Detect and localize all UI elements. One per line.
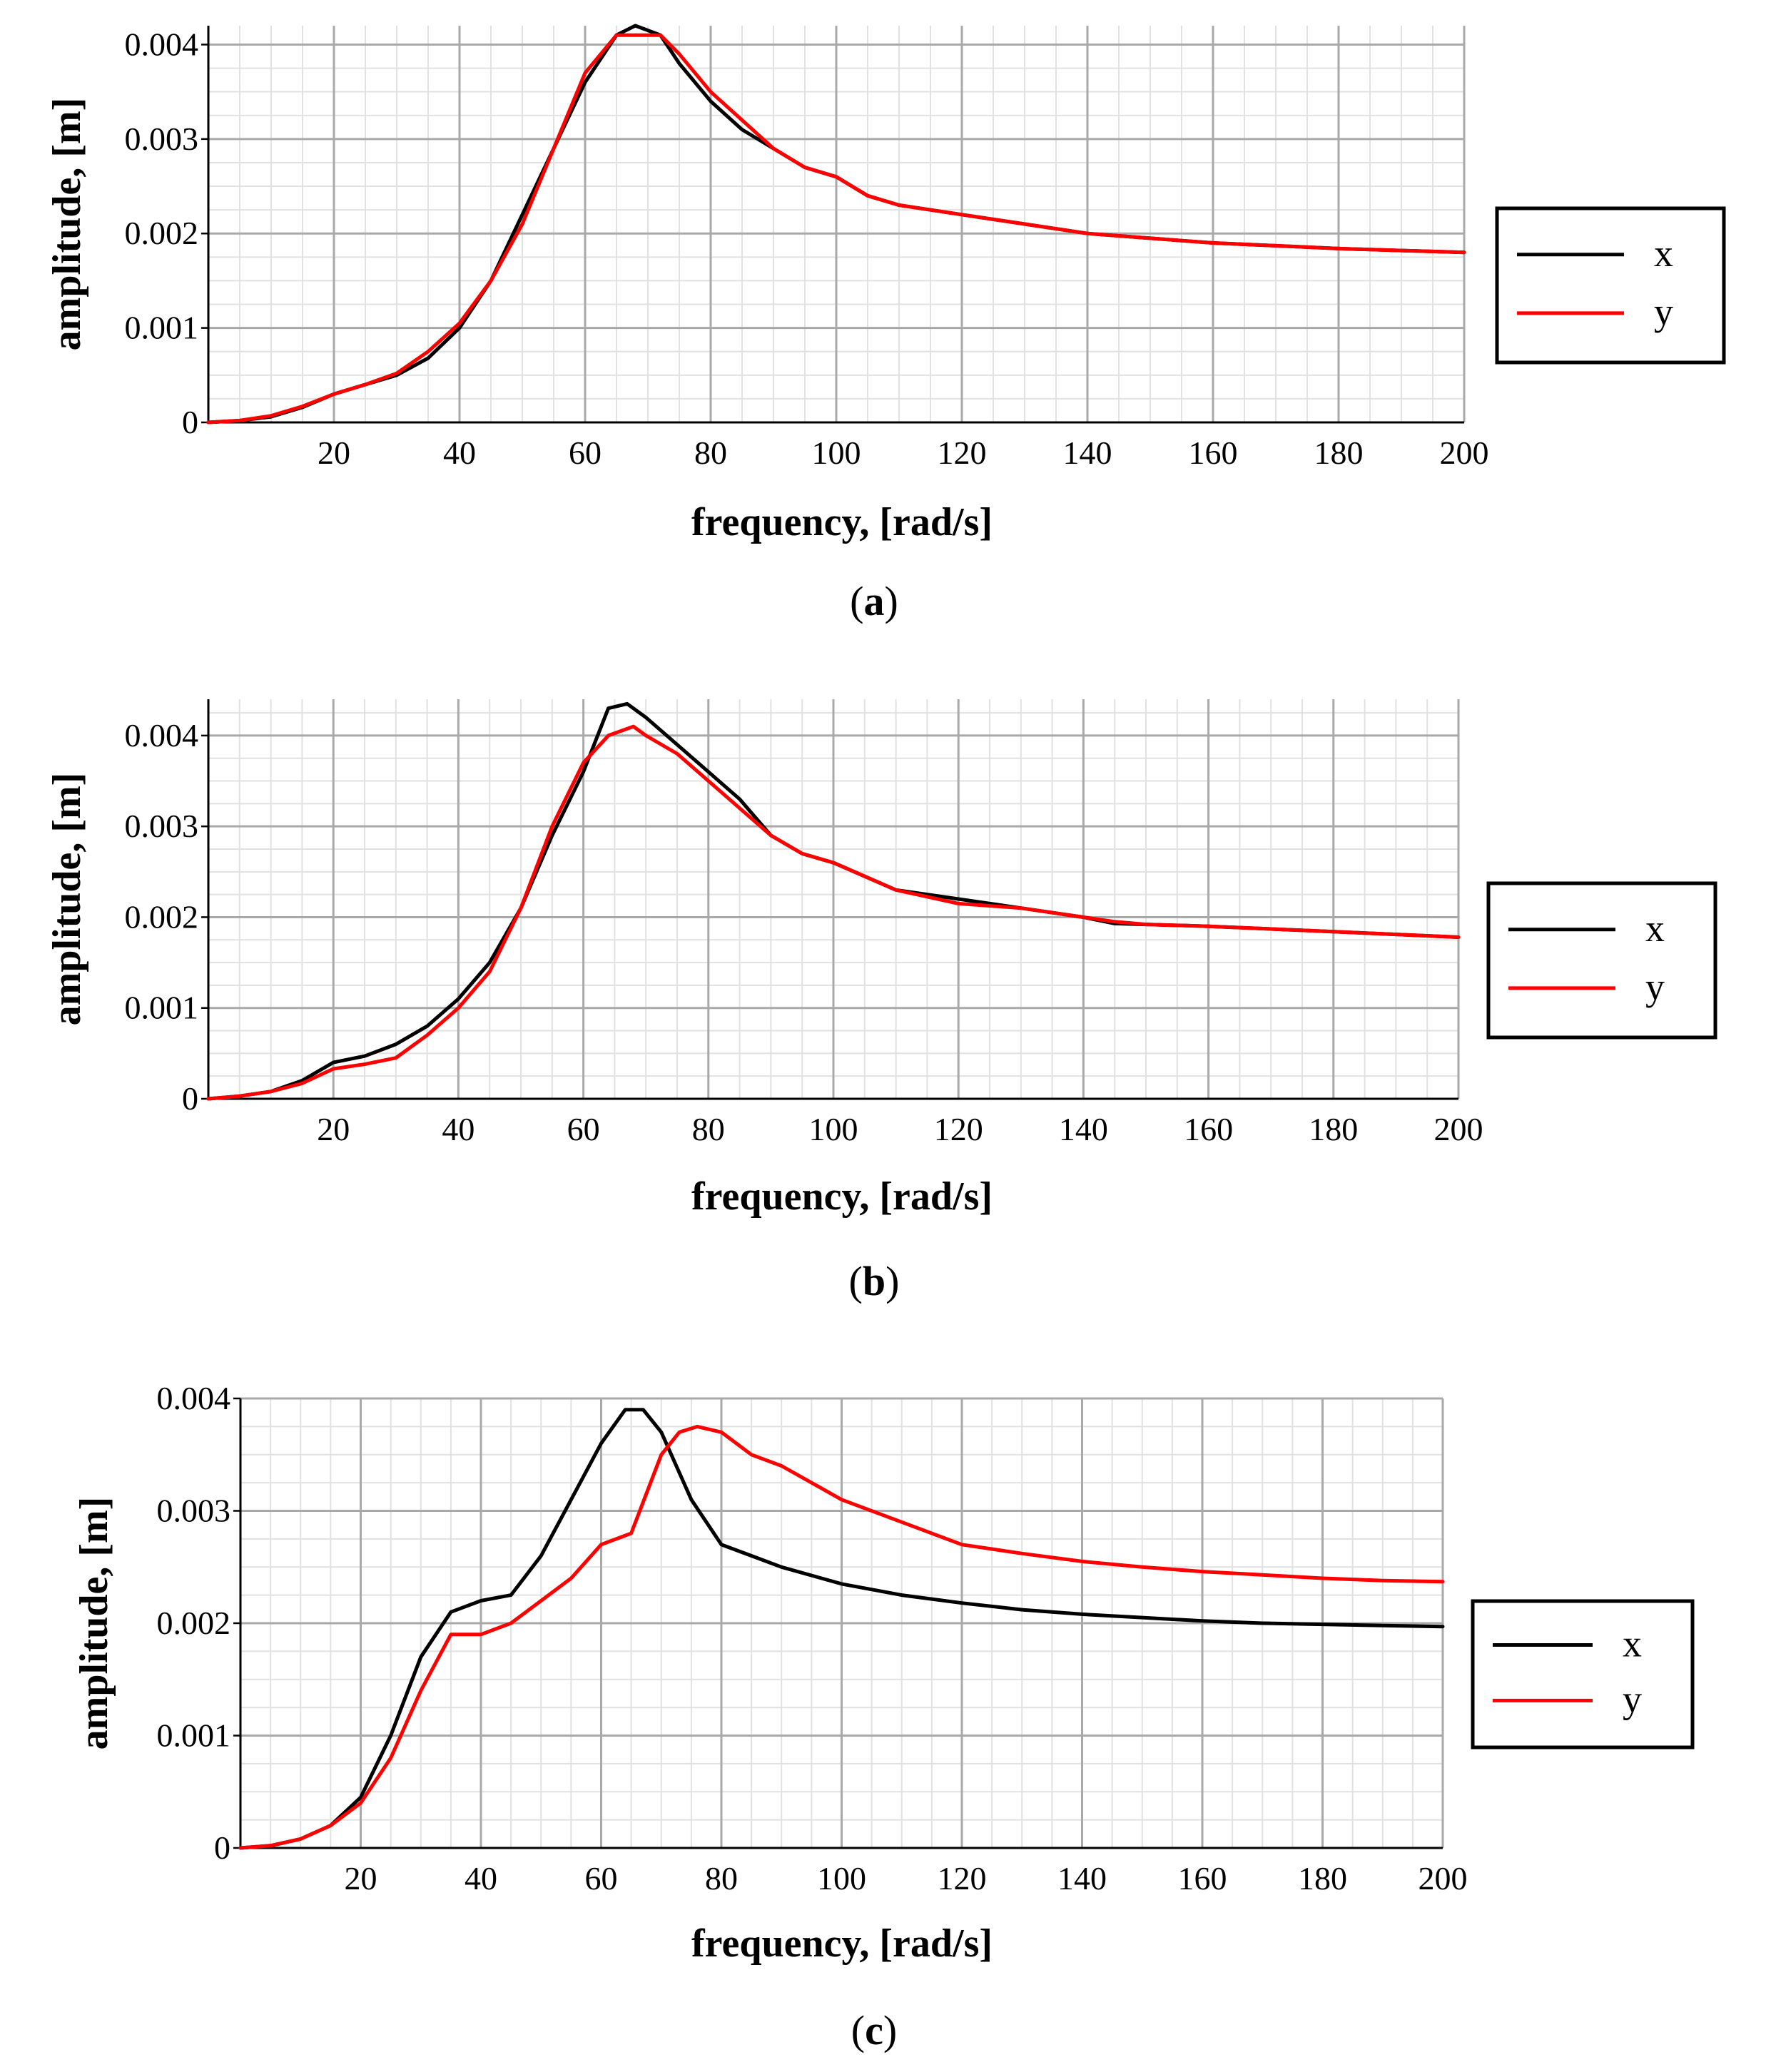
- chart-panel-b: 20 40 60 80 100 120 140 160 180 200 0 0.001 0.002 0.0…: [45, 699, 1717, 1304]
- y-tick-label-c: 0.003: [157, 1493, 231, 1529]
- x-tick-label-c: 80: [705, 1860, 738, 1896]
- legend-label-x-a: x: [1654, 232, 1673, 275]
- x-tick-label-c: 20: [345, 1860, 377, 1896]
- y-tick-label-c: 0: [214, 1829, 230, 1866]
- caption-letter-c: c: [865, 2007, 883, 2053]
- grid-b: [208, 699, 1460, 1099]
- y-tick-label-b: 0.003: [125, 808, 199, 844]
- legend-box-b: [1486, 881, 1717, 1040]
- tick-labels-a: 20 40 60 80 100 120 140 160 180 200 0 0.001 0.002 0.0…: [125, 26, 1489, 471]
- series-line-x-c: [238, 1408, 1445, 1850]
- y-tick-label-c: 0.001: [157, 1717, 231, 1754]
- x-tick-label-c: 100: [817, 1860, 866, 1896]
- y-tick-label-a: 0: [182, 404, 198, 440]
- x-tick-label-a: 160: [1189, 435, 1238, 471]
- x-tick-label-c: 160: [1178, 1860, 1227, 1896]
- y-axis-title-a: amplitude, [m]: [45, 98, 89, 351]
- y-tick-label-c: 0.004: [157, 1380, 231, 1416]
- caption-c: (c): [851, 2007, 897, 2053]
- legend-c: x y: [1471, 1599, 1695, 1749]
- series-lines-c: [238, 1408, 1445, 1850]
- chart-panel-c: 20 40 60 80 100 120 140 160 180 200 0 0.001 0.002 0.0…: [72, 1380, 1695, 2053]
- legend-label-y-a: y: [1654, 290, 1673, 333]
- x-tick-label-b: 180: [1309, 1111, 1358, 1147]
- y-axis-title-b: amplitude, [m]: [45, 773, 89, 1026]
- caption-letter-a: a: [864, 578, 885, 624]
- x-tick-label-a: 180: [1314, 435, 1364, 471]
- y-tick-label-b: 0.004: [125, 717, 199, 753]
- y-tick-label-a: 0.004: [125, 26, 199, 62]
- tick-labels-b: 20 40 60 80 100 120 140 160 180 200 0 0.001 0.002 0.0…: [125, 717, 1483, 1147]
- x-tick-label-b: 80: [692, 1111, 725, 1147]
- x-tick-label-b: 160: [1184, 1111, 1233, 1147]
- y-tick-label-c: 0.002: [157, 1605, 231, 1641]
- series-lines-b: [206, 701, 1461, 1101]
- y-tick-label-a: 0.003: [125, 121, 199, 157]
- x-tick-label-a: 80: [694, 435, 727, 471]
- legend-label-y-c: y: [1623, 1677, 1642, 1720]
- legend-a: x y: [1495, 206, 1726, 365]
- x-axis-title-b: frequency, [rad/s]: [691, 1174, 993, 1219]
- x-tick-label-c: 60: [585, 1860, 618, 1896]
- x-tick-label-b: 200: [1434, 1111, 1483, 1147]
- grid-a: [208, 26, 1466, 422]
- x-tick-label-b: 60: [567, 1111, 600, 1147]
- caption-b: (b): [849, 1258, 900, 1304]
- series-line-y-a: [206, 33, 1466, 425]
- y-tick-label-a: 0.002: [125, 215, 199, 251]
- y-axis-title-c: amplitude, [m]: [72, 1497, 116, 1750]
- x-tick-label-a: 100: [812, 435, 861, 471]
- x-tick-label-a: 120: [938, 435, 987, 471]
- x-tick-label-c: 40: [465, 1860, 497, 1896]
- axes-c: [233, 1397, 1443, 1849]
- tick-labels-c: 20 40 60 80 100 120 140 160 180 200 0 0.001 0.002 0.0…: [157, 1380, 1468, 1896]
- x-tick-label-c: 140: [1057, 1860, 1107, 1896]
- axes-a: [201, 26, 1464, 424]
- axes-b: [201, 699, 1458, 1100]
- x-tick-label-a: 200: [1440, 435, 1489, 471]
- series-lines-a: [206, 24, 1466, 425]
- x-tick-label-b: 20: [317, 1111, 350, 1147]
- y-tick-label-a: 0.001: [125, 310, 199, 346]
- x-tick-label-c: 120: [938, 1860, 987, 1896]
- x-tick-label-a: 20: [318, 435, 350, 471]
- x-tick-label-a: 140: [1063, 435, 1112, 471]
- series-line-y-c: [238, 1424, 1445, 1850]
- x-tick-label-b: 120: [934, 1111, 983, 1147]
- caption-a: (a): [850, 578, 898, 624]
- legend-label-x-c: x: [1623, 1622, 1642, 1665]
- x-tick-label-c: 180: [1298, 1860, 1347, 1896]
- legend-label-x-b: x: [1645, 907, 1665, 950]
- x-tick-label-c: 200: [1419, 1860, 1468, 1896]
- x-tick-label-b: 140: [1059, 1111, 1108, 1147]
- x-tick-label-b: 100: [809, 1111, 858, 1147]
- x-axis-title-a: frequency, [rad/s]: [691, 500, 993, 544]
- y-tick-label-b: 0.002: [125, 898, 199, 935]
- legend-box-a: [1495, 206, 1726, 365]
- y-tick-label-b: 0: [182, 1080, 198, 1117]
- legend-box-c: [1471, 1599, 1695, 1749]
- x-tick-label-a: 60: [569, 435, 602, 471]
- caption-letter-b: b: [863, 1258, 885, 1304]
- legend-label-y-b: y: [1645, 965, 1665, 1008]
- series-line-y-b: [206, 724, 1461, 1101]
- y-tick-label-b: 0.001: [125, 990, 199, 1026]
- x-tick-label-a: 40: [443, 435, 476, 471]
- legend-b: x y: [1486, 881, 1717, 1040]
- chart-panel-a: 20 40 60 80 100 120 140 160 180 200 0 0.001 0.002 0.0…: [45, 24, 1726, 624]
- x-axis-title-c: frequency, [rad/s]: [691, 1921, 993, 1966]
- x-tick-label-b: 40: [442, 1111, 475, 1147]
